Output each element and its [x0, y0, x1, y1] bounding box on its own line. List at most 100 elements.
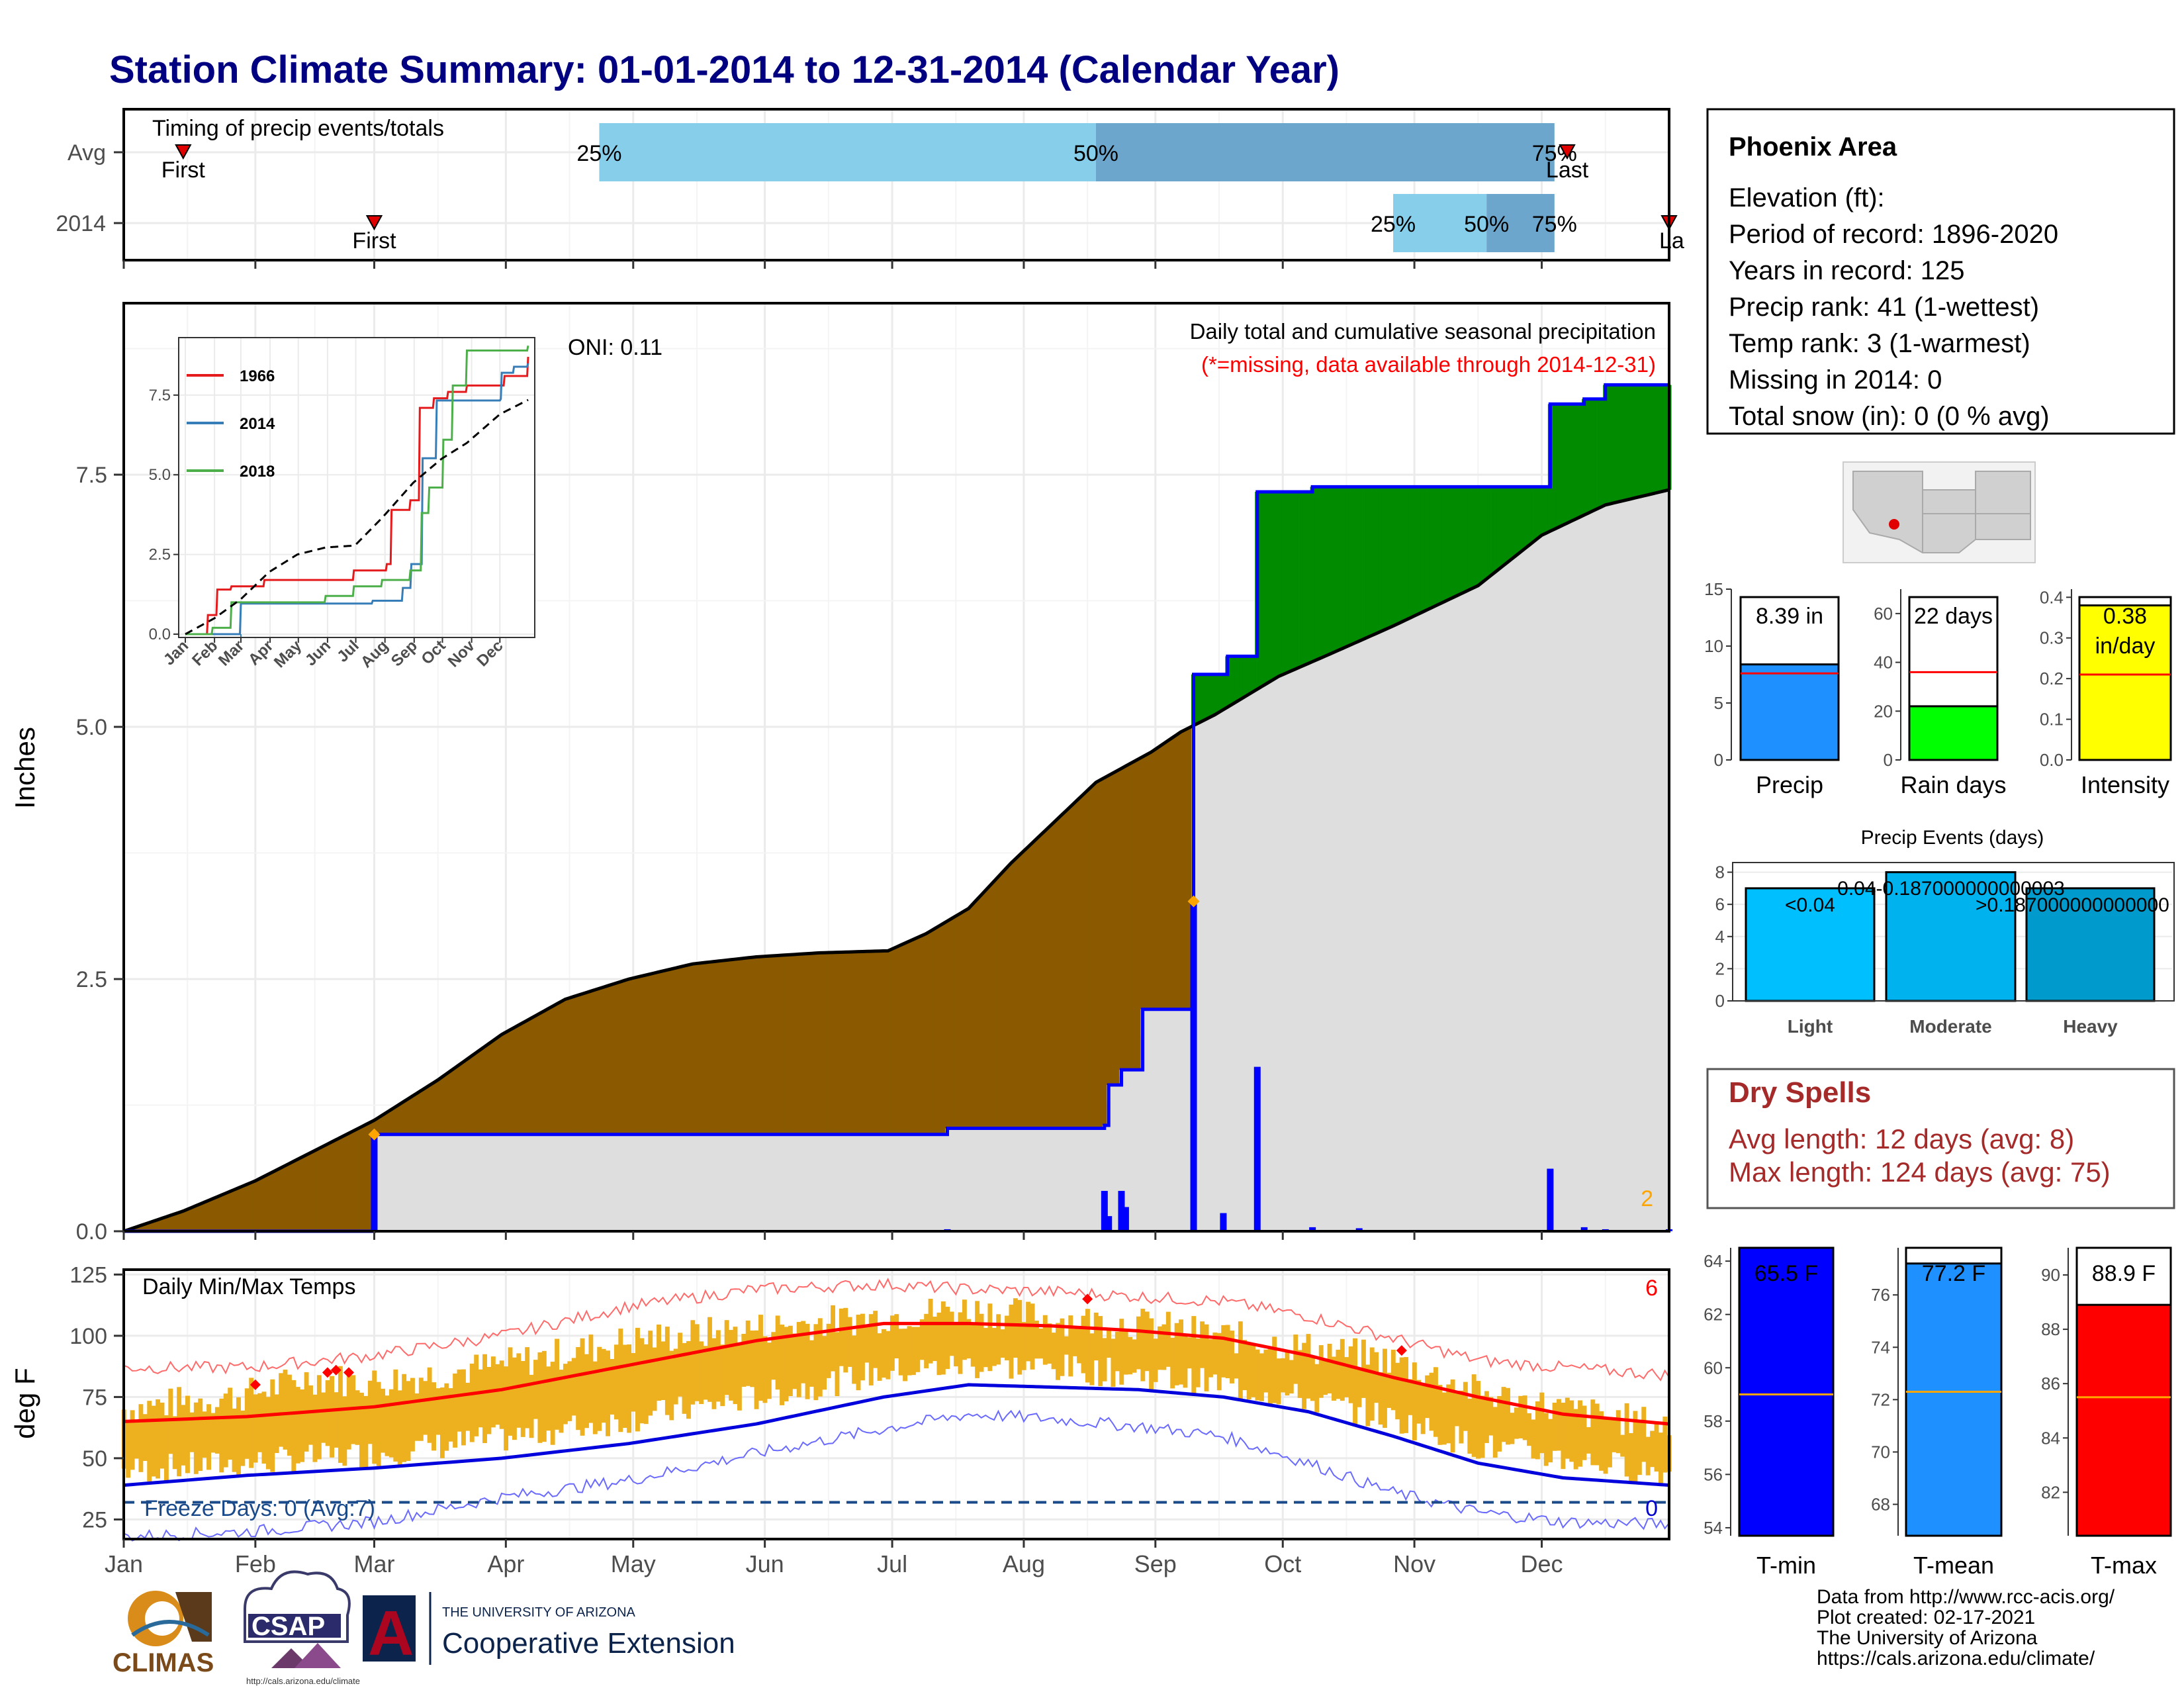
daily-temp-bar — [198, 1398, 203, 1472]
daily-temp-bar — [1107, 1329, 1111, 1358]
tmean-value-label: 77.2 F — [1922, 1261, 1985, 1286]
precip-deficit-band — [932, 928, 937, 1135]
precip-deficit-band — [520, 1023, 525, 1135]
daily-temp-bar — [1204, 1324, 1209, 1391]
precip-surplus-band — [1471, 487, 1477, 588]
events-ytick-label: 8 — [1715, 863, 1725, 882]
daily-temp-bar — [1026, 1301, 1031, 1362]
precip-deficit-band — [775, 955, 780, 1135]
daily-temp-bar — [1603, 1418, 1608, 1474]
daily-temp-bar — [1128, 1336, 1133, 1375]
page-title: Station Climate Summary: 01-01-2014 to 1… — [109, 48, 1340, 91]
daily-temp-bar — [1543, 1413, 1549, 1466]
precip-deficit-band — [1169, 737, 1175, 1009]
daily-precip-bar — [1118, 1191, 1125, 1231]
daily-temp-bar — [1081, 1315, 1086, 1374]
daily-temp-bar — [894, 1314, 899, 1359]
daily-temp-bar — [1522, 1395, 1527, 1440]
tmax-label: T-max — [2091, 1552, 2157, 1579]
daily-precip-bar — [1190, 901, 1197, 1231]
precip-deficit-band — [176, 1212, 181, 1231]
precip-deficit-band — [733, 959, 738, 1135]
precip-surplus-band — [1598, 399, 1604, 507]
daily-temp-bar — [253, 1394, 258, 1463]
freeze-days-label: Freeze Days: 0 (Avg:7) — [144, 1496, 375, 1521]
precip-deficit-band — [385, 1112, 390, 1135]
map-state-shapes — [1852, 471, 2031, 553]
daily-temp-bar — [664, 1327, 670, 1415]
precip-deficit-band — [1085, 790, 1090, 1129]
precip-deficit-band — [605, 986, 610, 1135]
precip-surplus-band — [1331, 487, 1336, 653]
station-temp-rank: Temp rank: 3 (1-warmest) — [1729, 329, 2030, 358]
temp-title: Daily Min/Max Temps — [142, 1274, 355, 1299]
daily-temp-bar — [1267, 1348, 1273, 1405]
precip-deficit-band — [193, 1205, 199, 1231]
station-info-box: Phoenix Area Elevation (ft): Period of r… — [1706, 108, 2175, 435]
precip-deficit-band — [1183, 729, 1188, 1009]
precip-missing-note: (*=missing, data available through 2014-… — [1201, 352, 1656, 377]
daily-temp-bar — [1005, 1315, 1009, 1361]
dry-spells-box: Dry Spells Avg length: 12 days (avg: 8) … — [1706, 1068, 2175, 1209]
precip-deficit-band — [974, 899, 979, 1129]
daily-temp-bar — [529, 1374, 534, 1438]
daily-temp-bar — [448, 1388, 453, 1442]
precip-surplus-band — [1556, 404, 1561, 528]
precip-deficit-band — [622, 980, 627, 1135]
precip-deficit-band — [614, 983, 619, 1135]
events-frame — [1732, 862, 2175, 1002]
daily-temp-bar — [185, 1395, 190, 1474]
avg-q25-label: 25% — [576, 141, 621, 166]
daily-temp-bar — [1191, 1316, 1197, 1396]
daily-temp-bar — [711, 1338, 717, 1409]
daily-temp-bar — [367, 1380, 373, 1444]
daily-temp-bar — [1484, 1391, 1489, 1443]
precip-surplus-band — [1314, 487, 1320, 660]
daily-temp-bar — [283, 1370, 288, 1450]
precip-deficit-band — [265, 1174, 271, 1231]
precip-deficit-band — [346, 1133, 351, 1231]
daily-temp-bar — [648, 1331, 653, 1416]
daily-precip-bar — [1220, 1213, 1227, 1231]
precip-deficit-band — [159, 1218, 165, 1231]
precip-surplus-band — [1343, 487, 1349, 647]
daily-temp-bar — [1281, 1358, 1285, 1393]
precip-surplus-band — [1348, 487, 1353, 645]
daily-temp-bar — [1471, 1374, 1477, 1457]
daily-temp-bar — [1624, 1403, 1629, 1477]
events-bar-label-light: <0.04 — [1785, 894, 1835, 916]
precip-surplus-band — [1539, 487, 1545, 536]
daily-temp-bar — [1437, 1385, 1443, 1445]
precip-surplus-band — [1526, 487, 1531, 545]
daily-temp-bar — [835, 1332, 840, 1397]
daily-precip-bar — [371, 1134, 378, 1231]
daily-temp-bar — [1408, 1379, 1413, 1415]
y2014-q75-label: 75% — [1532, 212, 1577, 237]
precip-deficit-band — [554, 1004, 559, 1135]
month-label: Jul — [877, 1550, 907, 1577]
daily-temp-bar — [780, 1325, 785, 1405]
csap-url-text: http://cals.arizona.edu/climate — [246, 1676, 360, 1686]
precip-deficit-band — [550, 1006, 555, 1135]
daily-temp-bar — [805, 1323, 810, 1399]
daily-temp-bar — [1374, 1352, 1379, 1403]
precip-deficit-band — [1013, 859, 1018, 1129]
daily-temp-bar — [1641, 1407, 1647, 1462]
daily-temp-bar — [1183, 1334, 1188, 1388]
precip-deficit-band — [664, 970, 670, 1135]
precip-surplus-band — [1390, 487, 1396, 626]
precip-surplus-band — [1445, 487, 1451, 600]
precip-surplus-band — [1496, 487, 1502, 569]
precip-deficit-band — [770, 955, 776, 1135]
daily-temp-bar — [189, 1412, 195, 1452]
daily-temp-bar — [1153, 1338, 1158, 1382]
precip-surplus-band — [1561, 404, 1566, 526]
daily-temp-bar — [597, 1346, 602, 1431]
daily-temp-bar — [1064, 1336, 1069, 1355]
precip-deficit-band — [427, 1085, 432, 1135]
month-label: Nov — [1393, 1550, 1435, 1577]
daily-temp-bar — [418, 1378, 424, 1441]
daily-temp-bar — [1263, 1349, 1269, 1393]
rain-days-value-label: 22 days — [1914, 604, 1993, 629]
precip-surplus-band — [1403, 487, 1408, 620]
